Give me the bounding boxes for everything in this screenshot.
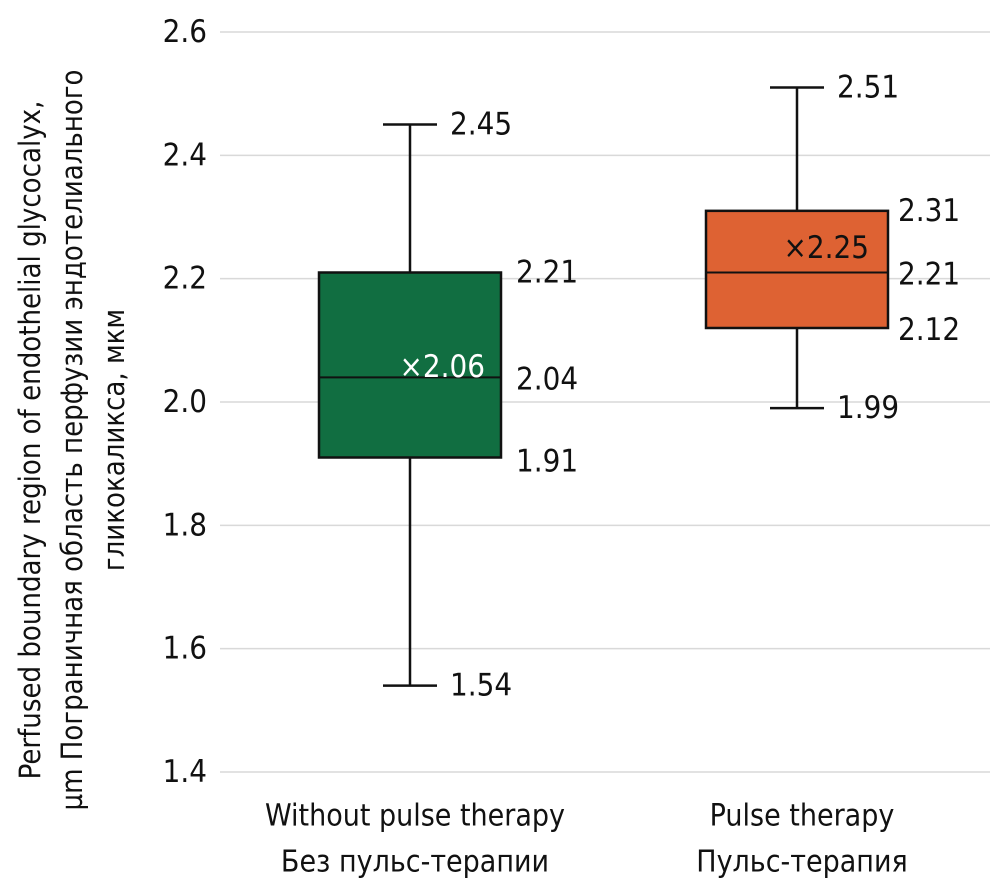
y-tick-label: 2.4 xyxy=(163,137,207,173)
category-label: Without pulse therapy xyxy=(265,799,565,834)
q3-label: 2.21 xyxy=(516,255,578,291)
box-series: 2.51 1.99 2.31 2.21 2.12 ×2.25 xyxy=(704,70,960,426)
q1-label: 2.12 xyxy=(898,312,960,348)
mean-label: ×2.06 xyxy=(400,349,485,385)
y-tick-label: 1.4 xyxy=(163,754,207,790)
iqr-box xyxy=(704,209,890,330)
mean-label: ×2.25 xyxy=(784,230,869,266)
category-label: Pulse therapy xyxy=(710,799,895,834)
category-label: Пульс-терапия xyxy=(696,845,907,880)
min-label: 1.99 xyxy=(837,390,899,426)
boxes: 2.45 1.54 2.21 2.04 1.91 ×2.06 2.51 1.99 2.31 2.2… xyxy=(317,70,960,704)
y-axis-label-line: µm Пограничная область перфузии эндотели… xyxy=(55,70,89,811)
y-tick-label: 2.0 xyxy=(163,384,207,420)
y-tick-label: 2.6 xyxy=(163,14,207,50)
y-axis-label-line: Perfused boundary region of endothelial … xyxy=(13,101,47,780)
median-label: 2.04 xyxy=(516,361,578,397)
min-label: 1.54 xyxy=(450,668,512,704)
max-label: 2.45 xyxy=(450,107,512,143)
category-labels: Without pulse therapy Без пульс-терапии Pu… xyxy=(265,799,908,880)
y-axis-label: Perfused boundary region of endothelial … xyxy=(13,70,131,811)
iqr-box xyxy=(317,271,503,459)
max-label: 2.51 xyxy=(837,70,899,106)
y-tick-label: 2.2 xyxy=(163,261,207,297)
box-series: 2.45 1.54 2.21 2.04 1.91 ×2.06 xyxy=(317,107,578,704)
y-tick-label: 1.8 xyxy=(163,507,207,543)
q1-label: 1.91 xyxy=(516,444,578,480)
median-label: 2.21 xyxy=(898,257,960,293)
y-axis-label-line: гликокаликса, мкм xyxy=(97,309,131,571)
q3-label: 2.31 xyxy=(898,193,960,229)
y-tick-label: 1.6 xyxy=(163,631,207,667)
y-axis-ticks: 1.4 1.6 1.8 2.0 2.2 2.4 2.6 xyxy=(163,14,207,790)
category-label: Без пульс-терапии xyxy=(281,845,549,880)
